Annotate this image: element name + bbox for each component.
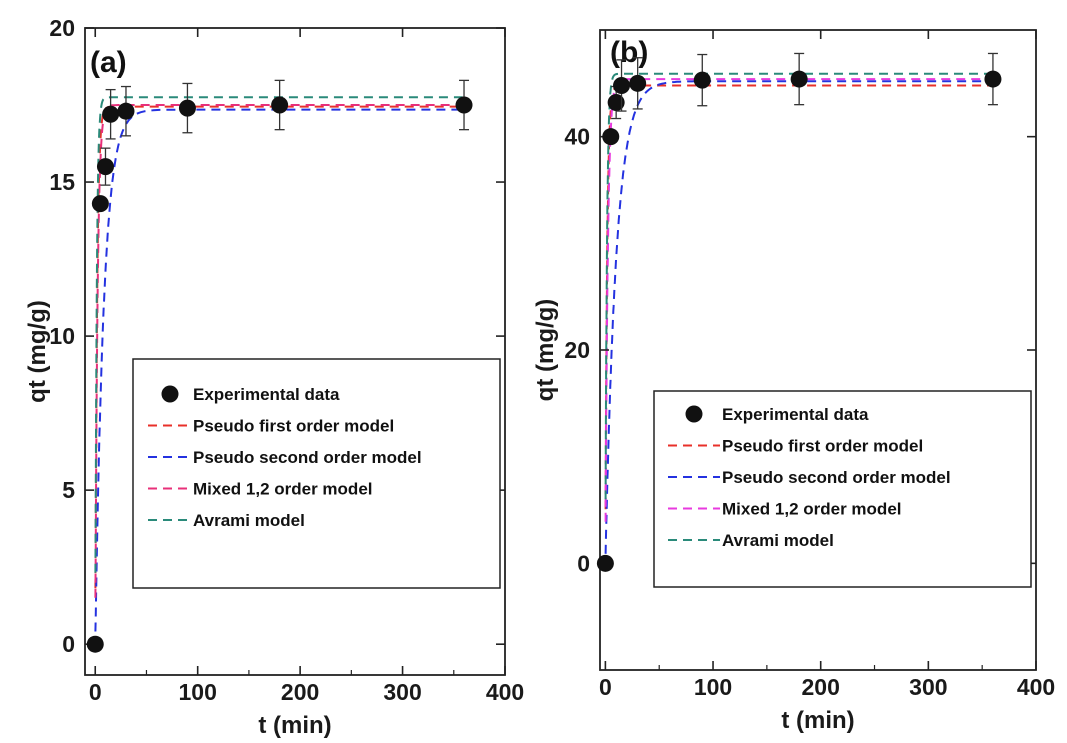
legend-label: Pseudo second order model	[722, 468, 951, 487]
plot-frame	[84, 27, 506, 676]
legend-label: Avrami model	[722, 531, 834, 550]
legend-marker	[685, 405, 703, 423]
model-curve-4	[94, 96, 463, 573]
data-point	[629, 74, 647, 92]
y-tick-label: 40	[564, 124, 590, 150]
data-point	[613, 76, 631, 94]
legend-box	[653, 390, 1032, 588]
data-point	[602, 128, 620, 146]
legend-label: Pseudo second order model	[193, 448, 422, 467]
data-point	[607, 94, 625, 112]
data-point	[117, 102, 135, 120]
x-axis-label: t (min)	[781, 707, 854, 734]
legend-label: Experimental data	[722, 405, 869, 424]
model-curve-2	[94, 108, 463, 632]
legend-label: Pseudo first order model	[722, 437, 923, 456]
data-point	[96, 158, 114, 176]
legend-label: Experimental data	[193, 385, 340, 404]
data-point	[86, 635, 104, 653]
x-tick-label: 0	[89, 679, 102, 705]
model-curve-3	[94, 104, 463, 598]
x-tick-label: 100	[694, 674, 732, 700]
y-axis-label: qt (mg/g)	[24, 300, 51, 403]
x-tick-label: 400	[486, 679, 524, 705]
y-tick-label: 0	[62, 631, 75, 657]
y-tick-label: 5	[62, 477, 75, 503]
chart-panel-b: 0 100 200 300 400 0 20 40 t (min) qt (mg/g) (b) Exp…	[532, 29, 1055, 734]
data-point	[984, 70, 1002, 88]
y-tick-label: 20	[49, 15, 75, 41]
y-tick-label: 20	[564, 337, 590, 363]
y-axis-label: qt (mg/g)	[532, 299, 559, 402]
data-point	[596, 554, 614, 572]
data-point	[91, 195, 109, 213]
x-tick-label: 100	[178, 679, 216, 705]
legend-label: Mixed 1,2 order model	[193, 480, 373, 499]
data-point	[455, 96, 473, 114]
legend-label: Pseudo first order model	[193, 417, 394, 436]
legend-label: Mixed 1,2 order model	[722, 500, 902, 519]
panel-label: (a)	[90, 46, 127, 79]
data-point	[693, 71, 711, 89]
chart-panel-a: 0 100 200 300 400 0 5 10 15 20 t (min) qt (mg/g) (a)…	[24, 15, 524, 739]
x-tick-label: 400	[1017, 674, 1055, 700]
x-tick-label: 300	[909, 674, 947, 700]
y-tick-label: 0	[577, 550, 590, 576]
x-tick-label: 200	[281, 679, 319, 705]
data-point	[790, 70, 808, 88]
model-curve-2	[604, 80, 992, 554]
x-tick-label: 0	[599, 674, 612, 700]
x-axis-label: t (min)	[258, 712, 331, 739]
x-tick-label: 200	[802, 674, 840, 700]
model-curve-1	[604, 84, 992, 510]
y-tick-label: 15	[49, 169, 75, 195]
legend-marker	[161, 385, 179, 403]
legend-box	[132, 358, 501, 589]
data-point	[178, 99, 196, 117]
legend-label: Avrami model	[193, 511, 305, 530]
y-tick-label: 10	[49, 323, 75, 349]
model-curve-4	[604, 72, 992, 500]
data-point	[271, 96, 289, 114]
panel-label: (b)	[610, 36, 648, 69]
x-tick-label: 300	[383, 679, 421, 705]
data-point	[102, 105, 120, 123]
